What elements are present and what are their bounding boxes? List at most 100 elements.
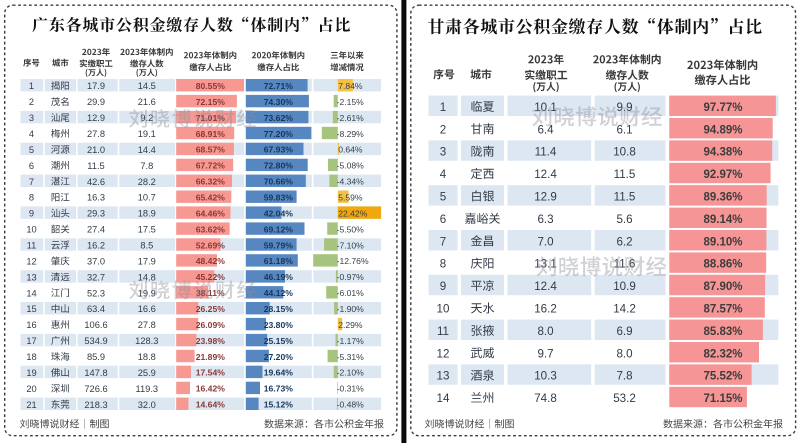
svg-text:14: 14 xyxy=(26,288,36,298)
svg-text:147.8: 147.8 xyxy=(84,368,107,378)
svg-text:9: 9 xyxy=(29,209,34,219)
svg-text:14.8: 14.8 xyxy=(138,272,156,282)
svg-text:53.2: 53.2 xyxy=(613,392,636,405)
svg-text:218.3: 218.3 xyxy=(84,400,107,410)
svg-text:11.5: 11.5 xyxy=(614,168,636,181)
svg-text:92.97%: 92.97% xyxy=(703,169,742,181)
svg-text:-5.50%: -5.50% xyxy=(337,224,365,234)
svg-text:27.20%: 27.20% xyxy=(264,352,294,362)
svg-text:63.62%: 63.62% xyxy=(196,224,226,234)
svg-text:37.0: 37.0 xyxy=(87,256,105,266)
svg-text:7: 7 xyxy=(440,235,446,248)
svg-text:12.9: 12.9 xyxy=(534,191,557,204)
svg-text:85.83%: 85.83% xyxy=(703,326,742,338)
svg-text:29.9: 29.9 xyxy=(87,97,105,107)
svg-text:97.77%: 97.77% xyxy=(703,102,742,114)
svg-text:19.9: 19.9 xyxy=(138,288,156,298)
svg-text:5: 5 xyxy=(440,191,446,204)
svg-text:28.15%: 28.15% xyxy=(264,304,294,314)
svg-text:9.2: 9.2 xyxy=(140,113,153,123)
svg-text:21.6: 21.6 xyxy=(138,97,156,107)
svg-text:6.3: 6.3 xyxy=(537,213,553,226)
svg-text:13: 13 xyxy=(26,272,36,282)
svg-text:9.7: 9.7 xyxy=(537,347,553,360)
svg-text:119.3: 119.3 xyxy=(136,384,159,394)
svg-text:72.71%: 72.71% xyxy=(264,81,294,91)
svg-text:17: 17 xyxy=(26,336,36,346)
svg-text:-2.10%: -2.10% xyxy=(337,368,365,378)
svg-text:5.6: 5.6 xyxy=(616,213,632,226)
svg-text:80.55%: 80.55% xyxy=(196,81,226,91)
svg-text:-5.31%: -5.31% xyxy=(337,352,365,362)
svg-text:16.42%: 16.42% xyxy=(196,384,226,394)
svg-text:-0.31%: -0.31% xyxy=(337,384,365,394)
svg-text:17.9: 17.9 xyxy=(138,256,156,266)
svg-text:15: 15 xyxy=(26,304,36,314)
svg-text:28.2: 28.2 xyxy=(138,177,156,187)
svg-text:87.57%: 87.57% xyxy=(703,304,742,316)
svg-text:16: 16 xyxy=(26,320,36,330)
svg-text:13: 13 xyxy=(437,370,450,383)
svg-text:74.30%: 74.30% xyxy=(264,97,294,107)
svg-text:12: 12 xyxy=(26,256,36,266)
svg-text:94.38%: 94.38% xyxy=(703,147,742,159)
svg-text:89.14%: 89.14% xyxy=(703,214,742,226)
svg-text:10: 10 xyxy=(26,225,36,235)
svg-text:17.5: 17.5 xyxy=(138,225,156,235)
svg-text:6.4: 6.4 xyxy=(537,123,554,136)
svg-text:42.04%: 42.04% xyxy=(264,208,294,218)
svg-text:726.6: 726.6 xyxy=(84,384,107,394)
svg-text:88.86%: 88.86% xyxy=(703,259,742,271)
svg-text:77.20%: 77.20% xyxy=(264,129,294,139)
svg-text:21.89%: 21.89% xyxy=(196,352,226,362)
svg-text:46.19%: 46.19% xyxy=(264,272,294,282)
svg-text:19: 19 xyxy=(26,368,36,378)
svg-text:21.0: 21.0 xyxy=(87,145,105,155)
svg-text:94.89%: 94.89% xyxy=(703,124,742,136)
svg-text:-0.97%: -0.97% xyxy=(337,272,365,282)
svg-text:25.9: 25.9 xyxy=(138,368,156,378)
svg-text:-1.17%: -1.17% xyxy=(337,336,365,346)
svg-text:13.1: 13.1 xyxy=(534,258,557,271)
svg-text:16.73%: 16.73% xyxy=(264,384,294,394)
svg-text:68.91%: 68.91% xyxy=(196,129,226,139)
svg-text:10: 10 xyxy=(437,303,450,316)
svg-text:8: 8 xyxy=(440,258,446,271)
svg-text:25.15%: 25.15% xyxy=(264,336,294,346)
svg-text:21: 21 xyxy=(26,400,36,410)
svg-text:10.1: 10.1 xyxy=(534,101,557,114)
svg-text:14.4: 14.4 xyxy=(138,145,156,155)
svg-text:16.6: 16.6 xyxy=(138,304,156,314)
svg-text:71.15%: 71.15% xyxy=(703,393,742,405)
svg-text:7.8: 7.8 xyxy=(616,370,632,383)
svg-text:27.8: 27.8 xyxy=(87,129,105,139)
svg-text:1: 1 xyxy=(440,101,446,114)
svg-text:45.22%: 45.22% xyxy=(196,272,226,282)
svg-text:4: 4 xyxy=(440,168,447,181)
svg-text:59.79%: 59.79% xyxy=(264,240,294,250)
svg-text:19.64%: 19.64% xyxy=(264,368,294,378)
svg-text:2: 2 xyxy=(440,123,446,136)
svg-text:61.18%: 61.18% xyxy=(264,256,294,266)
svg-text:9: 9 xyxy=(440,280,446,293)
svg-text:10.7: 10.7 xyxy=(138,193,156,203)
svg-text:12: 12 xyxy=(437,347,450,360)
svg-text:14.2: 14.2 xyxy=(613,303,636,316)
svg-text:59.83%: 59.83% xyxy=(264,193,294,203)
svg-text:44.12%: 44.12% xyxy=(264,288,294,298)
svg-text:7.8: 7.8 xyxy=(140,161,153,171)
svg-text:52.69%: 52.69% xyxy=(196,240,226,250)
svg-text:17.9: 17.9 xyxy=(87,81,105,91)
svg-text:26.25%: 26.25% xyxy=(196,304,226,314)
svg-text:8.5: 8.5 xyxy=(140,241,153,251)
svg-text:5.59%: 5.59% xyxy=(338,193,363,203)
svg-text:7.0: 7.0 xyxy=(537,235,553,248)
svg-text:-6.01%: -6.01% xyxy=(337,288,365,298)
svg-text:534.9: 534.9 xyxy=(84,336,107,346)
svg-text:-5.08%: -5.08% xyxy=(337,161,365,171)
svg-text:16.2: 16.2 xyxy=(87,241,105,251)
svg-text:12.9: 12.9 xyxy=(87,113,105,123)
svg-text:64.46%: 64.46% xyxy=(196,208,226,218)
svg-text:-7.10%: -7.10% xyxy=(337,240,365,250)
svg-text:15.12%: 15.12% xyxy=(264,400,294,410)
